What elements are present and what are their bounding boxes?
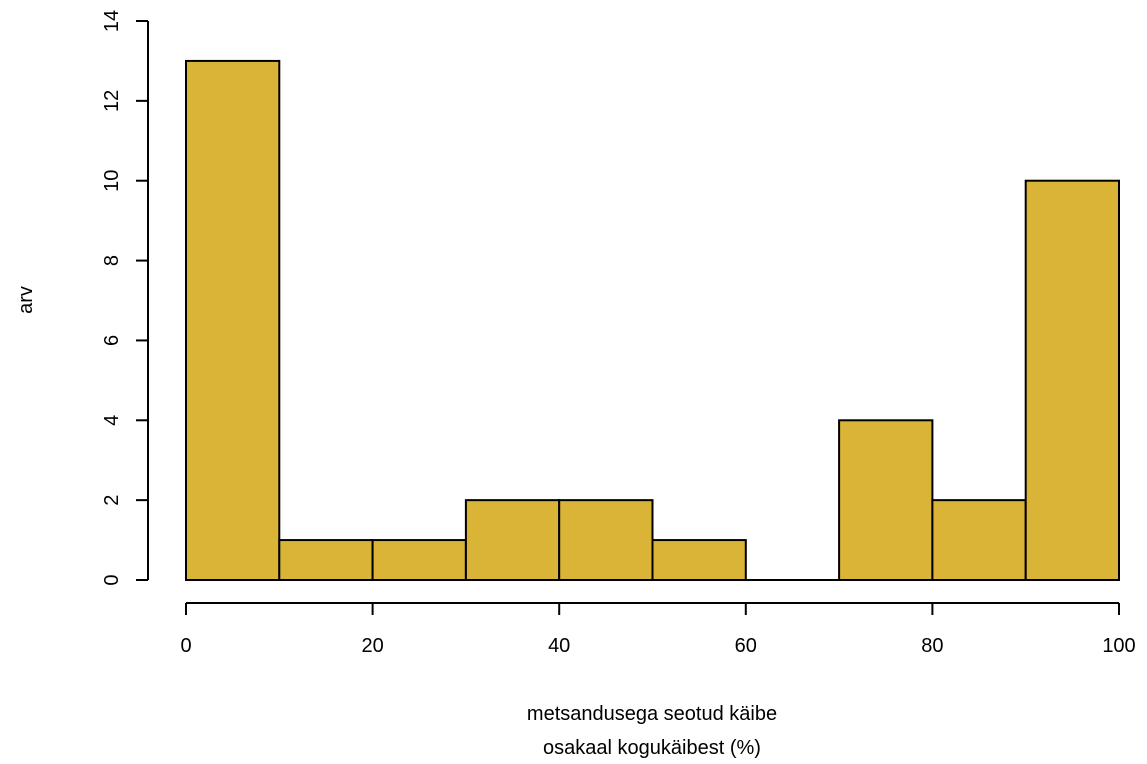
histogram-bar [1024,179,1120,581]
histogram-bar [931,499,1027,581]
bars-group [185,59,1120,581]
x-tick-label: 60 [735,635,757,657]
histogram-bar [558,499,654,581]
y-tick-label: 2 [101,495,123,506]
y-tick-label: 12 [101,90,123,112]
x-axis: 0 20 40 60 80 100 [180,602,1136,657]
y-tick-label: 0 [101,574,123,585]
y-tick-label: 8 [101,255,123,266]
y-tick-label: 6 [101,335,123,346]
x-tick-label: 100 [1102,635,1135,657]
histogram-bar [838,419,934,581]
y-tick-label: 10 [101,170,123,192]
x-tick-label: 40 [548,635,570,657]
y-tick-label: 14 [101,10,123,32]
x-tick-label: 0 [180,635,191,657]
y-axis-title: arv [15,286,37,314]
y-axis: 0 2 4 6 8 10 12 14 [101,10,149,586]
x-tick-label: 80 [921,635,943,657]
histogram-bar [185,59,281,581]
x-axis-title-line-1: metsandusega seotud käibe [527,703,777,725]
histogram-bar [278,539,374,581]
x-tick-label: 20 [361,635,383,657]
histogram-bar [464,499,561,581]
histogram-bar [371,539,467,581]
y-tick-label: 4 [101,415,123,426]
x-axis-title-line-2: osakaal kogukäibest (%) [543,737,761,759]
histogram-bar [651,539,747,581]
